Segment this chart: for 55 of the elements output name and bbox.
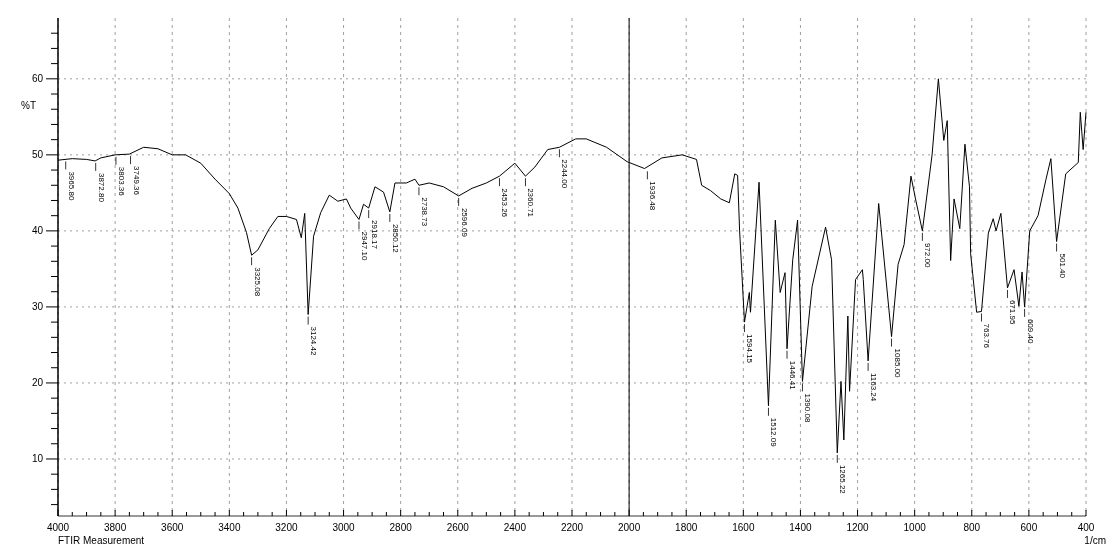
annotation: 1085.00 bbox=[892, 348, 902, 379]
x-tick-label: 3200 bbox=[275, 522, 298, 533]
x-tick-label: 4000 bbox=[46, 522, 70, 533]
text: FTIR Measurement bbox=[58, 535, 145, 546]
annotation: 1265.22 bbox=[838, 464, 848, 495]
annotation: 2850.12 bbox=[390, 223, 400, 254]
x-tick-label: 2800 bbox=[389, 522, 413, 533]
annotation: 3124.42 bbox=[309, 326, 319, 356]
annotation: 1390.08 bbox=[803, 393, 813, 423]
y-axis-title: %T bbox=[21, 100, 36, 112]
x-tick-label: 800 bbox=[963, 522, 981, 533]
annotation: 3872.80 bbox=[96, 172, 106, 203]
annotation: 2738.73 bbox=[419, 197, 429, 227]
x-tick-label: 1800 bbox=[675, 522, 698, 533]
x-tick-label: 1000 bbox=[903, 522, 927, 533]
x-tick-label: 1200 bbox=[846, 522, 870, 533]
x-tick-label: 2600 bbox=[446, 522, 470, 533]
annotation: 972.00 bbox=[923, 242, 933, 268]
x-axis-title: 1/cm bbox=[1084, 535, 1106, 546]
x-tick-label: 3400 bbox=[218, 522, 241, 533]
x-tick-label: 1600 bbox=[732, 522, 755, 533]
y-tick-label: 40 bbox=[31, 225, 44, 237]
y-tick-label: 50 bbox=[31, 149, 44, 161]
annotation: 2918.17 bbox=[369, 220, 379, 250]
annotation: 3965.80 bbox=[66, 171, 76, 201]
annotation: 1594.15 bbox=[745, 334, 755, 364]
annotation: 671.95 bbox=[1008, 299, 1018, 325]
x-tick-label: 600 bbox=[1020, 522, 1038, 533]
x-tick-label: 3600 bbox=[161, 522, 184, 533]
y-tick-label: 30 bbox=[31, 301, 44, 313]
annotation: 609.40 bbox=[1025, 318, 1035, 344]
annotation: 2244.00 bbox=[560, 159, 570, 189]
annotation: 2360.71 bbox=[526, 188, 536, 218]
annotation: 3749.36 bbox=[131, 166, 141, 196]
x-tick-label: 1400 bbox=[789, 522, 812, 533]
x-tick-label: 400 bbox=[1077, 522, 1095, 533]
annotation: 501.40 bbox=[1057, 253, 1067, 279]
y-tick-label: 60 bbox=[31, 73, 44, 85]
annotation: 1163.24 bbox=[869, 372, 879, 402]
annotation: 2947.10 bbox=[359, 231, 369, 261]
annotation: 763.76 bbox=[982, 323, 992, 349]
annotation: 2596.09 bbox=[459, 207, 469, 238]
annotation: 1446.41 bbox=[788, 360, 798, 391]
annotation: 1936.48 bbox=[648, 181, 658, 211]
annotation: 2453.26 bbox=[500, 188, 510, 218]
x-tick-label: 3000 bbox=[332, 522, 356, 533]
x-tick-label: 2000 bbox=[617, 522, 641, 533]
annotation: 1512.09 bbox=[769, 417, 779, 448]
y-tick-label: 20 bbox=[31, 377, 44, 389]
y-tick-label: 10 bbox=[31, 453, 44, 465]
x-tick-label: 3800 bbox=[103, 522, 127, 533]
annotation: 3325.08 bbox=[252, 267, 262, 297]
annotation: 3803.36 bbox=[116, 166, 126, 197]
x-tick-label: 2400 bbox=[503, 522, 527, 533]
x-tick-label: 2200 bbox=[560, 522, 584, 533]
